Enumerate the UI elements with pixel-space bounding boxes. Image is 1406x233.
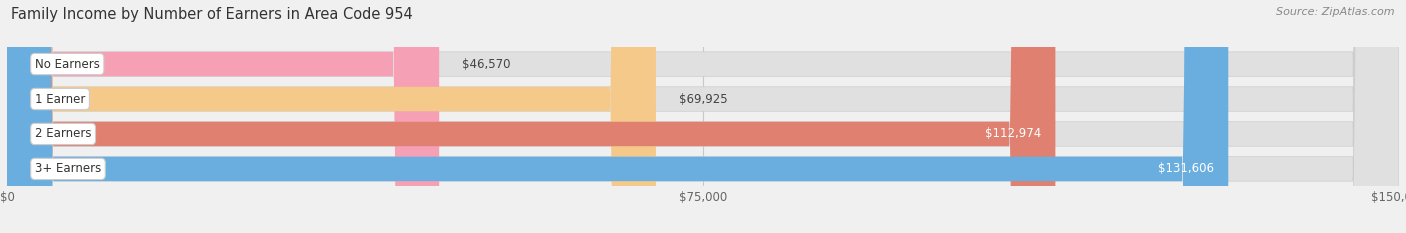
FancyBboxPatch shape [7,0,657,233]
FancyBboxPatch shape [7,0,1229,233]
Text: No Earners: No Earners [35,58,100,71]
Text: Family Income by Number of Earners in Area Code 954: Family Income by Number of Earners in Ar… [11,7,413,22]
Text: 3+ Earners: 3+ Earners [35,162,101,175]
Text: Source: ZipAtlas.com: Source: ZipAtlas.com [1277,7,1395,17]
FancyBboxPatch shape [7,0,1399,233]
FancyBboxPatch shape [7,0,1399,233]
FancyBboxPatch shape [7,0,1399,233]
Text: $69,925: $69,925 [679,93,728,106]
FancyBboxPatch shape [7,0,439,233]
Text: 1 Earner: 1 Earner [35,93,86,106]
Text: $131,606: $131,606 [1159,162,1215,175]
FancyBboxPatch shape [7,0,1399,233]
Text: $112,974: $112,974 [986,127,1042,140]
Text: 2 Earners: 2 Earners [35,127,91,140]
Text: $46,570: $46,570 [463,58,510,71]
FancyBboxPatch shape [7,0,1056,233]
